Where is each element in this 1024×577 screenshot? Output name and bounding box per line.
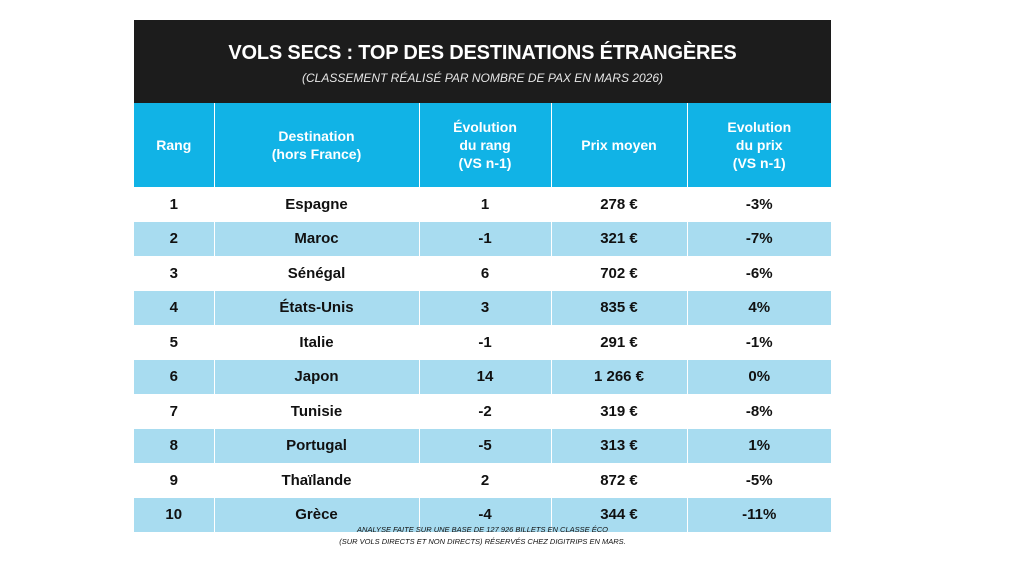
price-cell: 872 € (551, 463, 688, 498)
rank-cell: 10 (134, 497, 215, 532)
destination-cell: Tunisie (214, 394, 420, 429)
price-cell: 344 € (551, 497, 688, 532)
rank-cell: 1 (134, 187, 215, 222)
price-cell: 313 € (551, 428, 688, 463)
price-change-cell: 4% (687, 290, 831, 325)
destination-cell: Sénégal (214, 256, 420, 291)
table-row: 8 Portugal -5 313 €1% (134, 428, 831, 463)
price-change-cell: -5% (687, 463, 831, 498)
column-header-destination: Destination (hors France) (214, 103, 420, 187)
price-change-cell: -6% (687, 256, 831, 291)
rank-cell: 7 (134, 394, 215, 429)
rank-change-cell: 14 (419, 359, 552, 394)
page-title: VOLS SECS : TOP DES DESTINATIONS ÉTRANGÈ… (228, 42, 737, 64)
price-change-cell: -3% (687, 187, 831, 222)
destination-cell: Espagne (214, 187, 420, 222)
footnote-line-2: (SUR VOLS DIRECTS ET NON DIRECTS) RÉSERV… (339, 537, 626, 546)
rank-change-cell: 1 (419, 187, 552, 222)
price-change-cell: 1% (687, 428, 831, 463)
table-row: 10 Grèce -4 344 € -11% (134, 497, 831, 532)
table-row: 1 Espagne 1 278 € -3% (134, 187, 831, 222)
table-row: 7 Tunisie -2 319 € -8% (134, 394, 831, 429)
table-row: 2 Maroc -1 321 € -7% (134, 221, 831, 256)
destination-cell: Italie (214, 325, 420, 360)
rank-change-cell: -4 (419, 497, 552, 532)
destination-cell: Grèce (214, 497, 420, 532)
price-cell: 321 € (551, 221, 688, 256)
rank-change-cell: 6 (419, 256, 552, 291)
rank-cell: 3 (134, 256, 215, 291)
rank-cell: 8 (134, 428, 215, 463)
table-header: Rang Destination (hors France) Évolution du … (134, 103, 831, 187)
rank-change-cell: -1 (419, 325, 552, 360)
price-change-cell: -1% (687, 325, 831, 360)
price-change-cell: -8% (687, 394, 831, 429)
column-header-evolution-rang: Évolution du rang (VS n-1) (419, 103, 552, 187)
rank-change-cell: -5 (419, 428, 552, 463)
rank-cell: 4 (134, 290, 215, 325)
rank-cell: 9 (134, 463, 215, 498)
rank-change-cell: -2 (419, 394, 552, 429)
destination-cell: Japon (214, 359, 420, 394)
rank-change-cell: 2 (419, 463, 552, 498)
destination-cell: Thaïlande (214, 463, 420, 498)
header-row: Rang Destination (hors France) Évolution du … (134, 103, 831, 187)
price-cell: 291 € (551, 325, 688, 360)
price-cell: 319 € (551, 394, 688, 429)
price-change-cell: -7% (687, 221, 831, 256)
rank-cell: 5 (134, 325, 215, 360)
rank-cell: 2 (134, 221, 215, 256)
title-block: VOLS SECS : TOP DES DESTINATIONS ÉTRANGÈ… (134, 20, 831, 103)
price-change-cell: -11% (687, 497, 831, 532)
destination-cell: Portugal (214, 428, 420, 463)
table-row: 9 Thaïlande 2 872 € -5% (134, 463, 831, 498)
rank-change-cell: -1 (419, 221, 552, 256)
table-row: 5 Italie -1 291 € -1% (134, 325, 831, 360)
price-cell: 278 € (551, 187, 688, 222)
table-row: 6 Japon 14 1 266 €0% (134, 359, 831, 394)
ranking-card: VOLS SECS : TOP DES DESTINATIONS ÉTRANGÈ… (134, 20, 831, 532)
destination-cell: États-Unis (214, 290, 420, 325)
column-header-rang: Rang (134, 103, 215, 187)
price-cell: 1 266 € (551, 359, 688, 394)
column-header-evolution-prix: Evolution du prix (VS n-1) (687, 103, 831, 187)
destination-cell: Maroc (214, 221, 420, 256)
page-subtitle: (CLASSEMENT RÉALISÉ PAR NOMBRE DE PAX EN… (302, 71, 663, 85)
price-cell: 702 € (551, 256, 688, 291)
column-header-prix-moyen: Prix moyen (551, 103, 688, 187)
footnote-line-1: ANALYSE FAITE SUR UNE BASE DE 127 926 BI… (357, 525, 608, 534)
table-body: 1 Espagne 1 278 € -3% 2 Maroc -1 321 € -7% 3 Sénéga… (134, 187, 831, 532)
footnote: ANALYSE FAITE SUR UNE BASE DE 127 926 BI… (134, 524, 831, 548)
table-row: 3 Sénégal 6 702 € -6% (134, 256, 831, 291)
rank-change-cell: 3 (419, 290, 552, 325)
price-change-cell: 0% (687, 359, 831, 394)
rank-cell: 6 (134, 359, 215, 394)
table-row: 4 États-Unis 3 835 €4% (134, 290, 831, 325)
destinations-table: Rang Destination (hors France) Évolution du … (134, 103, 831, 532)
price-cell: 835 € (551, 290, 688, 325)
